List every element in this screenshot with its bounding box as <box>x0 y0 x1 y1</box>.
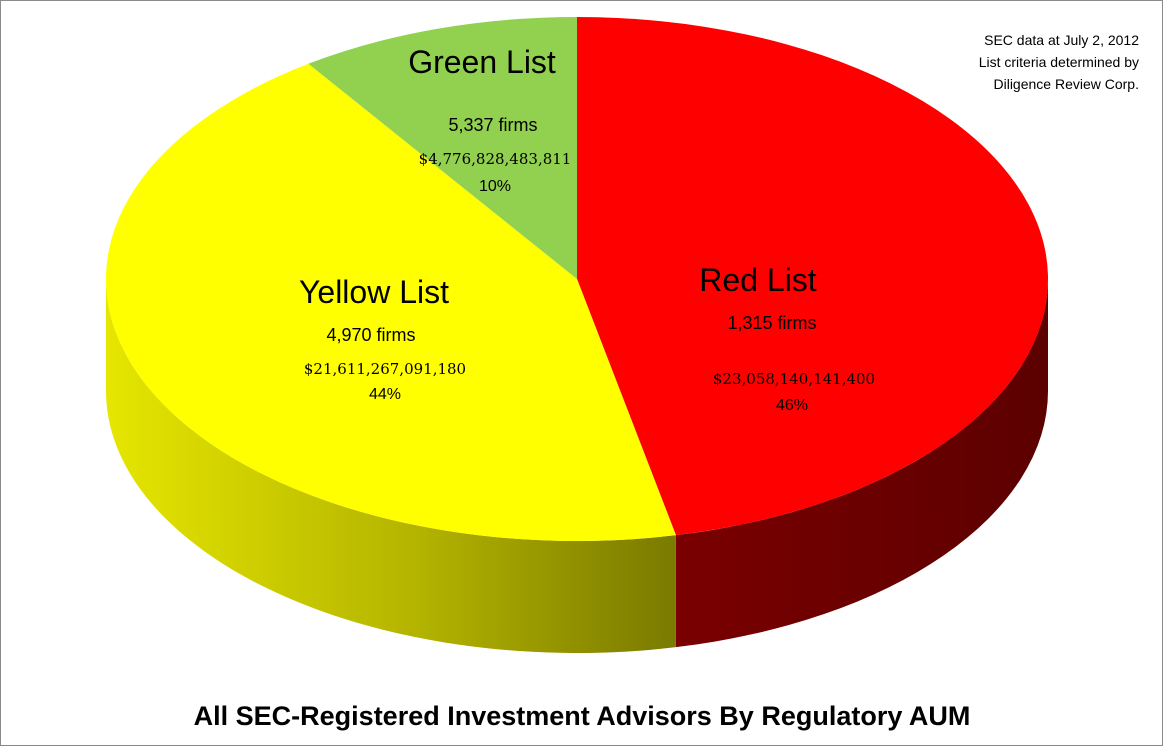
note-line-1: SEC data at July 2, 2012 <box>984 32 1139 48</box>
green-list-aum: $4,776,828,483,811 <box>419 150 572 168</box>
red-list-label: Red List <box>699 262 817 298</box>
note-line-2: List criteria determined by <box>979 54 1139 70</box>
red-list-slice <box>577 17 1049 536</box>
red-list-firms: 1,315 firms <box>727 313 816 333</box>
green-list-pct: 10% <box>479 178 511 195</box>
green-list-firms: 5,337 firms <box>448 115 537 135</box>
pie-sides <box>106 279 1048 654</box>
note-line-3: Diligence Review Corp. <box>993 76 1139 92</box>
red-list-pct: 46% <box>776 397 808 414</box>
yellow-list-pct: 44% <box>369 386 401 403</box>
yellow-list-firms: 4,970 firms <box>326 325 415 345</box>
red-list-aum: $23,058,140,141,400 <box>713 370 875 388</box>
red-list-side <box>675 279 1048 648</box>
green-list-label: Green List <box>408 44 556 80</box>
pie-slices <box>105 17 1049 542</box>
yellow-list-side <box>106 279 676 654</box>
yellow-list-aum: $21,611,267,091,180 <box>304 360 466 378</box>
yellow-list-slice <box>105 63 676 542</box>
yellow-list-label: Yellow List <box>299 274 449 310</box>
chart-title: All SEC-Registered Investment Advisors B… <box>194 701 971 731</box>
green-list-slice <box>308 17 577 279</box>
